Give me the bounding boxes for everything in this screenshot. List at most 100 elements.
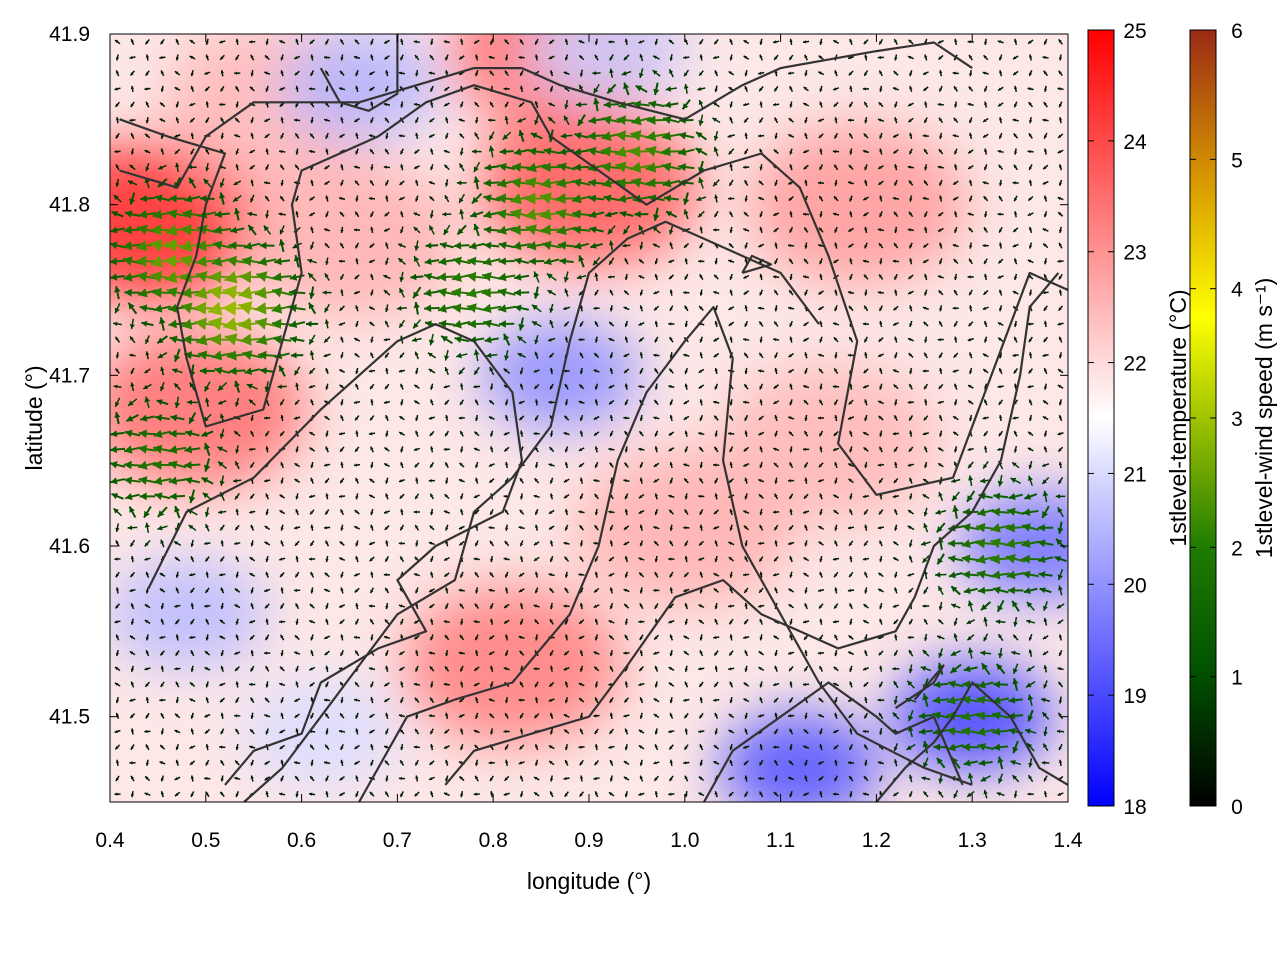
wind-arrow <box>130 555 135 563</box>
wind-arrow <box>354 650 360 657</box>
wind-arrow <box>594 791 599 798</box>
wind-arrow <box>308 666 316 671</box>
wind-arrow <box>1040 697 1051 703</box>
wind-arrow <box>504 775 510 782</box>
wind-arrow <box>1026 665 1035 672</box>
temperature-warm-spot <box>402 585 623 746</box>
wind-arrow <box>638 729 645 734</box>
wind-arrow <box>115 775 120 782</box>
wind-arrow <box>1012 663 1019 675</box>
wind-arrow <box>983 633 989 642</box>
wind-arrow <box>280 649 284 657</box>
wind-arrow <box>803 728 809 735</box>
wind-arrow <box>878 650 884 656</box>
wind-arrow <box>578 697 585 703</box>
wind-arrow <box>608 619 615 624</box>
wind-arrow <box>609 697 614 704</box>
x-tick-label: 0.4 <box>95 829 125 852</box>
wind-arrow <box>833 634 838 641</box>
wind-arrow <box>698 619 705 625</box>
wind-arrow <box>294 713 301 719</box>
wind-arrow <box>847 588 855 593</box>
wind-arrow <box>249 620 256 624</box>
wind-arrow <box>144 619 151 625</box>
temperature-colorbar-tick-label: 25 <box>1123 20 1146 43</box>
wind-arrow <box>893 680 899 689</box>
wind-arrow <box>249 572 256 577</box>
wind-arrow <box>713 572 720 577</box>
wind-arrow <box>1010 760 1022 766</box>
wind-arrow <box>624 681 629 688</box>
temperature-colorbar-tick-label: 21 <box>1123 463 1146 486</box>
temperature-cool-spot <box>240 678 401 789</box>
wind-arrow <box>398 604 406 608</box>
wind-arrow <box>743 587 749 594</box>
wind-arrow <box>234 728 240 735</box>
wind-arrow <box>189 745 196 750</box>
wind-arrow <box>668 775 674 782</box>
wind-arrow <box>832 557 840 561</box>
wind-arrow <box>759 681 763 688</box>
wind-arrow <box>549 650 554 657</box>
wind-arrow <box>594 681 599 688</box>
wind-arrow <box>489 602 494 610</box>
wind-arrow <box>413 745 420 749</box>
wind-arrow <box>608 634 615 641</box>
wind-arrow <box>279 666 285 672</box>
wind-arrow <box>802 792 810 797</box>
wind-arrow <box>160 791 164 798</box>
wind-arrow <box>879 555 883 563</box>
wind-arrow <box>772 573 780 577</box>
wind-arrow <box>309 571 315 578</box>
wind-arrow <box>489 775 494 782</box>
wind-arrow <box>563 776 570 781</box>
wind-arrow <box>205 681 209 688</box>
wind-arrow <box>370 743 374 751</box>
wind-arrow <box>114 792 121 796</box>
wind-arrow <box>609 775 614 782</box>
wind-arrow <box>804 602 808 610</box>
wind-arrow <box>624 571 629 578</box>
wind-arrow <box>728 713 735 719</box>
wind-arrow <box>654 555 658 563</box>
wind-arrow <box>175 759 179 766</box>
temperature-colorbar-tick-label: 23 <box>1123 242 1146 265</box>
wind-arrow <box>520 728 524 735</box>
wind-arrow <box>549 791 554 798</box>
wind-arrow <box>429 760 435 766</box>
wind-arrow <box>415 587 419 594</box>
wind-arrow <box>1041 760 1050 765</box>
wind-arrow <box>563 666 570 671</box>
wind-arrow <box>338 792 346 797</box>
wind-arrow <box>848 775 854 782</box>
wind-arrow <box>235 634 239 641</box>
wind-arrow <box>757 604 765 608</box>
wind-arrow <box>250 775 254 782</box>
wind-arrow <box>144 603 151 609</box>
wind-arrow <box>654 681 658 688</box>
wind-arrow <box>503 619 510 624</box>
wind-arrow <box>863 681 869 688</box>
wind-arrow <box>160 712 165 719</box>
wind-arrow <box>933 680 949 689</box>
wind-arrow <box>323 698 331 702</box>
x-tick-label: 1.1 <box>766 829 795 852</box>
wind-arrow <box>488 650 495 656</box>
wind-arrow <box>308 792 316 796</box>
wind-arrow <box>399 791 404 798</box>
temperature-warm-spot <box>747 124 968 285</box>
wind-arrow <box>787 651 795 655</box>
wind-arrow <box>488 698 495 702</box>
wind-arrow <box>713 650 719 657</box>
wind-arrow <box>340 634 344 641</box>
wind-arrow <box>639 603 644 610</box>
wind-arrow <box>368 713 375 719</box>
wind-arrow <box>976 711 996 721</box>
wind-arrow <box>160 681 165 688</box>
wind-arrow <box>907 635 914 640</box>
wind-arrow <box>714 712 719 719</box>
wind-arrow <box>354 587 360 594</box>
wind-arrow <box>235 681 239 688</box>
wind-arrow <box>129 650 136 656</box>
wind-arrow <box>370 696 374 704</box>
